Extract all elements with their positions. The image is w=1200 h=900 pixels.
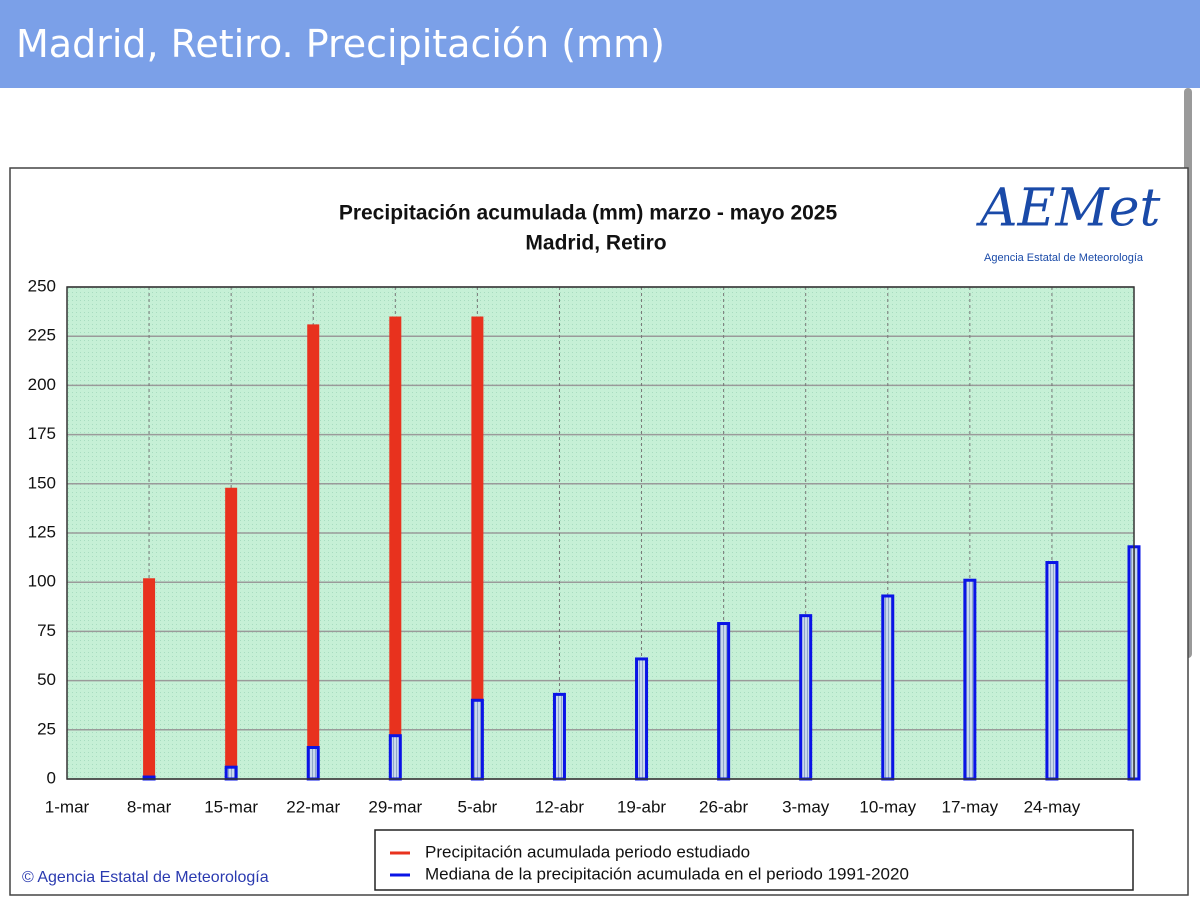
- plot-border: [66, 286, 1135, 780]
- x-tick-label: 12-abr: [535, 797, 584, 816]
- chart-subtitle: Madrid, Retiro: [525, 232, 666, 255]
- y-tick-label: 200: [28, 375, 56, 394]
- x-tick-label: 19-abr: [617, 797, 666, 816]
- y-tick-label: 125: [28, 522, 56, 541]
- x-tick-label: 10-may: [859, 797, 916, 816]
- header-bar: Madrid, Retiro. Precipitación (mm): [0, 0, 1200, 88]
- x-tick-label: 24-may: [1024, 797, 1081, 816]
- bar: [963, 578, 977, 781]
- x-tick-label: 15-mar: [204, 797, 258, 816]
- copyright: © Agencia Estatal de Meteorología: [22, 869, 269, 886]
- header-title: Madrid, Retiro. Precipitación (mm): [16, 22, 665, 66]
- x-tick-label: 8-mar: [127, 797, 172, 816]
- x-tick-label: 1-mar: [45, 797, 90, 816]
- bar: [635, 657, 649, 781]
- bar: [552, 692, 566, 781]
- bar: [143, 578, 156, 779]
- x-tick-label: 5-abr: [458, 797, 498, 816]
- x-tick-label: 17-may: [942, 797, 999, 816]
- bar: [388, 734, 402, 781]
- y-tick-label: 50: [37, 670, 56, 689]
- legend-label: Precipitación acumulada periodo estudiad…: [425, 842, 750, 861]
- bar: [307, 324, 320, 779]
- y-tick-label: 175: [28, 424, 56, 443]
- y-tick-label: 225: [28, 326, 56, 345]
- chart-title: Precipitación acumulada (mm) marzo - may…: [339, 202, 838, 225]
- x-tick-label: 29-mar: [368, 797, 422, 816]
- y-tick-label: 250: [28, 276, 56, 295]
- bar: [717, 622, 731, 781]
- bar: [881, 594, 895, 781]
- y-tick-label: 25: [37, 719, 56, 738]
- y-tick-label: 150: [28, 473, 56, 492]
- y-tick-label: 75: [37, 621, 56, 640]
- y-tick-label: 0: [47, 768, 56, 787]
- legend-label: Mediana de la precipitación acumulada en…: [425, 864, 909, 883]
- legend-box: [374, 829, 1134, 891]
- x-tick-label: 26-abr: [699, 797, 748, 816]
- bar: [224, 765, 238, 781]
- x-tick-label: 3-may: [782, 797, 830, 816]
- y-tick-label: 100: [28, 572, 56, 591]
- x-tick-label: 22-mar: [286, 797, 340, 816]
- bar: [799, 614, 813, 781]
- bar: [471, 316, 484, 779]
- logo: AEMet: [976, 179, 1161, 239]
- logo-caption: Agencia Estatal de Meteorología: [984, 252, 1144, 264]
- bar: [1045, 561, 1059, 781]
- bar: [389, 316, 402, 779]
- bar: [306, 746, 320, 781]
- bar: [225, 487, 238, 779]
- bar: [470, 698, 484, 781]
